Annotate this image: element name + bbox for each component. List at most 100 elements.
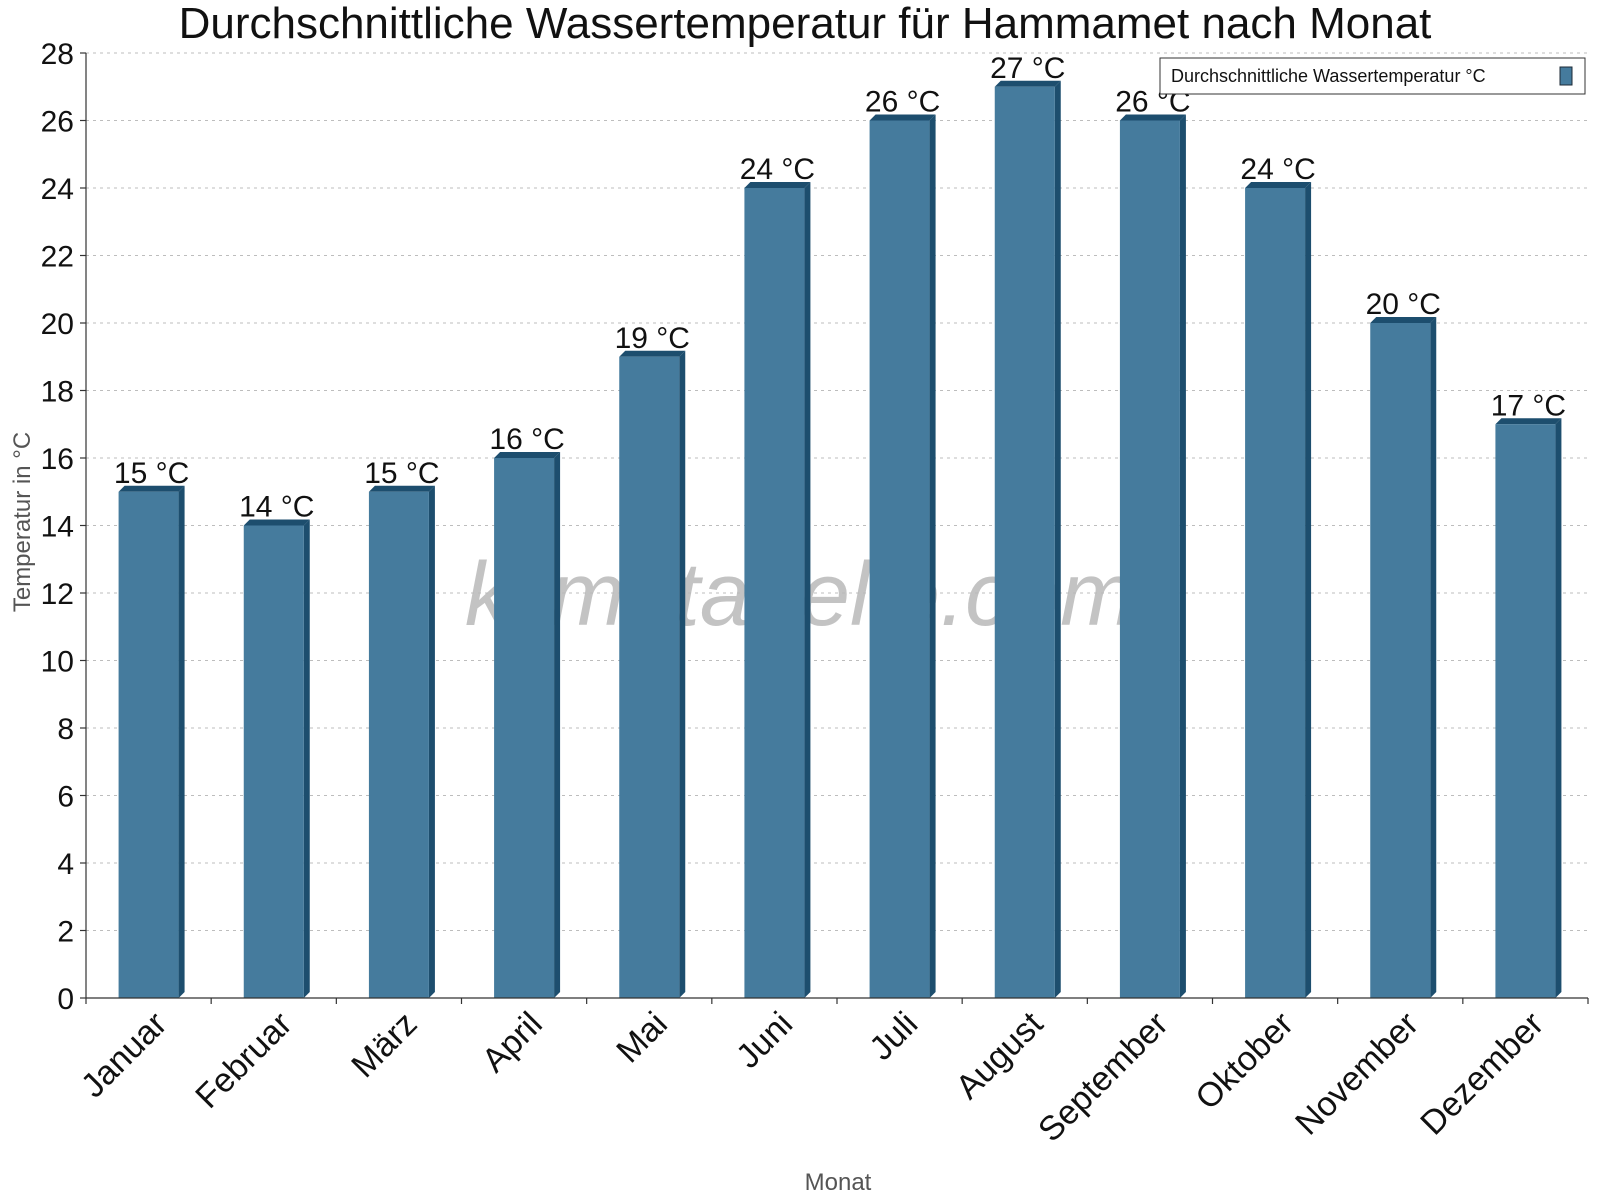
bar — [619, 350, 686, 998]
bar-top — [744, 182, 811, 188]
x-tick-label: März — [344, 1005, 424, 1085]
bar-top — [1245, 182, 1312, 188]
bar-face — [1119, 120, 1180, 998]
x-tick-label: Juli — [862, 1005, 925, 1068]
y-tick-label: 4 — [57, 848, 74, 881]
data-label: 14 °C — [239, 491, 314, 524]
bar-face — [869, 120, 930, 998]
bar-side — [554, 452, 561, 998]
y-tick-label: 16 — [41, 443, 74, 476]
x-tick-label: Februar — [188, 1005, 299, 1116]
bar-top — [994, 80, 1061, 87]
bar-face — [118, 491, 179, 998]
y-tick-label: 28 — [41, 38, 74, 71]
bar-side — [1305, 182, 1312, 998]
bar — [1245, 182, 1312, 998]
bar — [744, 182, 811, 998]
bar-top — [118, 485, 185, 492]
y-axis-title: Temperatur in °C — [9, 432, 36, 612]
data-label: 17 °C — [1491, 389, 1566, 422]
bar-face — [1245, 188, 1306, 998]
y-tick-label: 14 — [41, 511, 74, 544]
data-label: 26 °C — [865, 86, 940, 119]
bar-top — [1370, 317, 1437, 323]
x-tick-label: April — [475, 1005, 550, 1080]
bar-side — [1555, 418, 1562, 998]
bar — [1370, 317, 1437, 998]
legend-box — [1159, 57, 1586, 95]
data-label: 20 °C — [1366, 288, 1441, 321]
legend-swatch — [1559, 66, 1573, 86]
bar-face — [619, 356, 680, 998]
bar-side — [428, 485, 435, 998]
bars — [118, 80, 1562, 998]
bar-face — [1370, 323, 1431, 998]
y-tick-label: 18 — [41, 376, 74, 409]
data-label: 24 °C — [740, 153, 815, 186]
bar-side — [804, 182, 811, 998]
x-tick-label: Dezember — [1413, 1005, 1551, 1143]
chart-title: Durchschnittliche Wassertemperatur für H… — [179, 0, 1432, 48]
y-tick-label: 2 — [57, 916, 74, 949]
bar — [118, 485, 185, 998]
axes — [80, 52, 1589, 1004]
data-labels: 15 °C 14 °C 15 °C 16 °C 19 °C 24 °C 26 °C 27 °C… — [114, 52, 1566, 524]
bar — [994, 80, 1061, 998]
y-tick-label: 26 — [41, 106, 74, 139]
bar — [494, 452, 561, 998]
bar-side — [1179, 114, 1186, 998]
bar — [243, 519, 310, 998]
y-tick-label: 8 — [57, 713, 74, 746]
bar-side — [1430, 317, 1437, 998]
bar-top — [1119, 114, 1186, 121]
bar-side — [1054, 80, 1061, 998]
bar-face — [494, 458, 555, 998]
bar-face — [994, 86, 1055, 998]
bar-top — [869, 114, 936, 121]
bar-top — [243, 519, 310, 526]
data-label: 16 °C — [489, 423, 564, 456]
x-tick-label: September — [1031, 1005, 1175, 1149]
data-label: 24 °C — [1240, 153, 1315, 186]
y-tick-label: 20 — [41, 308, 74, 341]
data-label: 19 °C — [615, 322, 690, 355]
x-tick-label: Juni — [729, 1005, 800, 1076]
bar — [1119, 114, 1186, 998]
bar-top — [619, 350, 686, 357]
y-tick-label: 24 — [41, 173, 74, 206]
grid-lines — [86, 52, 1588, 931]
x-tick-labels: Januar Februar März April Mai Juni Juli AugustS… — [74, 1004, 1551, 1149]
y-tick-label: 0 — [57, 983, 74, 1016]
bar-side — [303, 519, 310, 998]
bar-side — [679, 350, 686, 998]
bar — [869, 114, 936, 998]
legend-label: Durchschnittliche Wassertemperatur °C — [1171, 66, 1486, 86]
x-tick-label: August — [949, 1004, 1051, 1106]
bar-face — [368, 491, 429, 998]
x-axis-title: Monat — [805, 1169, 872, 1196]
y-tick-label: 22 — [41, 241, 74, 274]
bar-top — [368, 485, 435, 492]
y-tick-label: 10 — [41, 646, 74, 679]
x-tick-label: November — [1288, 1005, 1426, 1143]
data-label: 15 °C — [114, 457, 189, 490]
y-tick-label: 6 — [57, 781, 74, 814]
legend: Durchschnittliche Wassertemperatur °C — [1159, 57, 1586, 95]
bar-top — [1495, 418, 1562, 425]
data-label: 27 °C — [990, 52, 1065, 85]
y-tick-label: 12 — [41, 578, 74, 611]
bar — [1495, 418, 1562, 998]
bar-top — [494, 452, 561, 458]
bar-side — [929, 114, 936, 998]
x-tick-label: Mai — [609, 1005, 675, 1071]
bar-side — [178, 485, 185, 998]
x-tick-label: Januar — [74, 1005, 174, 1105]
bar-face — [1495, 424, 1556, 998]
data-label: 15 °C — [364, 457, 439, 490]
bar-face — [744, 188, 805, 998]
bar-face — [243, 525, 304, 998]
x-tick-label: Oktober — [1188, 1005, 1300, 1117]
bar — [368, 485, 435, 998]
